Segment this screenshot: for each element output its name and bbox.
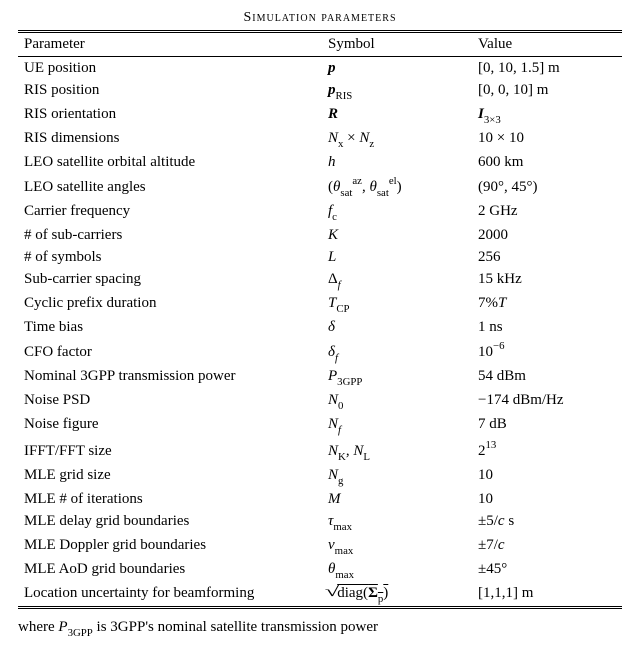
cell-value: ±7/c [472, 534, 622, 558]
header-value: Value [472, 32, 622, 57]
cell-symbol: Δf [322, 268, 472, 292]
cell-symbol: τmax [322, 510, 472, 534]
cell-parameter: RIS position [18, 79, 322, 103]
cell-value: 10 × 10 [472, 127, 622, 151]
cell-value: 600 km [472, 151, 622, 173]
table-row: LEO satellite orbital altitudeh600 km [18, 151, 622, 173]
cell-value: I3×3 [472, 103, 622, 127]
cell-symbol: L [322, 246, 472, 268]
table-row: Cyclic prefix durationTCP7%T [18, 292, 622, 316]
cell-symbol: K [322, 224, 472, 246]
cell-value: 10 [472, 488, 622, 510]
cell-parameter: Nominal 3GPP transmission power [18, 365, 322, 389]
cell-value: 1 ns [472, 316, 622, 338]
table-row: # of sub-carriersK2000 [18, 224, 622, 246]
table-row: MLE Doppler grid boundariesνmax±7/c [18, 534, 622, 558]
table-body: UE positionp[0, 10, 1.5] mRIS positionpR… [18, 57, 622, 608]
cell-value: [0, 10, 1.5] m [472, 57, 622, 80]
cell-symbol: p [322, 57, 472, 80]
cell-value: ±5/c s [472, 510, 622, 534]
table-row: MLE # of iterationsM10 [18, 488, 622, 510]
table-row: # of symbolsL256 [18, 246, 622, 268]
cell-symbol: TCP [322, 292, 472, 316]
cell-parameter: # of symbols [18, 246, 322, 268]
cell-symbol: Ng [322, 464, 472, 488]
simulation-parameters-table: Parameter Symbol Value UE positionp[0, 1… [18, 30, 622, 609]
cell-parameter: Carrier frequency [18, 200, 322, 224]
cell-value: 54 dBm [472, 365, 622, 389]
cell-symbol: √diag(Σp) [322, 582, 472, 608]
cell-symbol: δ [322, 316, 472, 338]
cell-parameter: RIS orientation [18, 103, 322, 127]
cell-value: 10−6 [472, 338, 622, 365]
table-row: Sub-carrier spacingΔf15 kHz [18, 268, 622, 292]
cell-symbol: N0 [322, 389, 472, 413]
cell-value: 2 GHz [472, 200, 622, 224]
header-parameter: Parameter [18, 32, 322, 57]
table-row: Noise figureNf7 dB [18, 413, 622, 437]
cell-value: [0, 0, 10] m [472, 79, 622, 103]
table-header-row: Parameter Symbol Value [18, 32, 622, 57]
cell-symbol: h [322, 151, 472, 173]
cell-value: −174 dBm/Hz [472, 389, 622, 413]
cell-parameter: Sub-carrier spacing [18, 268, 322, 292]
table-row: RIS dimensionsNx × Nz10 × 10 [18, 127, 622, 151]
cell-parameter: Time bias [18, 316, 322, 338]
table-row: Location uncertainty for beamforming√dia… [18, 582, 622, 608]
cell-symbol: θmax [322, 558, 472, 582]
cell-symbol: (θsataz, θsatel) [322, 173, 472, 200]
cell-value: ±45° [472, 558, 622, 582]
table-row: MLE delay grid boundariesτmax±5/c s [18, 510, 622, 534]
cell-parameter: MLE grid size [18, 464, 322, 488]
cell-symbol: δf [322, 338, 472, 365]
table-row: RIS positionpRIS[0, 0, 10] m [18, 79, 622, 103]
table-row: Noise PSDN0−174 dBm/Hz [18, 389, 622, 413]
cell-parameter: CFO factor [18, 338, 322, 365]
cell-parameter: Location uncertainty for beamforming [18, 582, 322, 608]
cell-symbol: M [322, 488, 472, 510]
table-row: RIS orientationRI3×3 [18, 103, 622, 127]
table-caption: Simulation parameters [18, 10, 622, 26]
table-row: CFO factorδf10−6 [18, 338, 622, 365]
cell-parameter: LEO satellite angles [18, 173, 322, 200]
cell-parameter: MLE Doppler grid boundaries [18, 534, 322, 558]
table-row: LEO satellite angles(θsataz, θsatel)(90°… [18, 173, 622, 200]
cell-value: 7 dB [472, 413, 622, 437]
cell-parameter: UE position [18, 57, 322, 80]
cell-value: 10 [472, 464, 622, 488]
cell-value: 7%T [472, 292, 622, 316]
header-symbol: Symbol [322, 32, 472, 57]
cell-value: 15 kHz [472, 268, 622, 292]
cell-value: (90°, 45°) [472, 173, 622, 200]
cell-parameter: MLE AoD grid boundaries [18, 558, 322, 582]
cell-symbol: P3GPP [322, 365, 472, 389]
cell-parameter: Noise PSD [18, 389, 322, 413]
cell-parameter: # of sub-carriers [18, 224, 322, 246]
table-row: Time biasδ1 ns [18, 316, 622, 338]
cell-parameter: MLE # of iterations [18, 488, 322, 510]
table-row: MLE AoD grid boundariesθmax±45° [18, 558, 622, 582]
cell-parameter: LEO satellite orbital altitude [18, 151, 322, 173]
cell-symbol: νmax [322, 534, 472, 558]
cell-value: 213 [472, 437, 622, 464]
cell-value: [1,1,1] m [472, 582, 622, 608]
cell-symbol: NK, NL [322, 437, 472, 464]
table-row: Carrier frequencyfc2 GHz [18, 200, 622, 224]
table-row: Nominal 3GPP transmission powerP3GPP54 d… [18, 365, 622, 389]
cell-symbol: R [322, 103, 472, 127]
cell-symbol: Nf [322, 413, 472, 437]
cell-parameter: Cyclic prefix duration [18, 292, 322, 316]
cell-parameter: RIS dimensions [18, 127, 322, 151]
cell-symbol: fc [322, 200, 472, 224]
cell-symbol: pRIS [322, 79, 472, 103]
cell-symbol: Nx × Nz [322, 127, 472, 151]
table-row: UE positionp[0, 10, 1.5] m [18, 57, 622, 80]
cell-value: 2000 [472, 224, 622, 246]
cell-parameter: IFFT/FFT size [18, 437, 322, 464]
cell-value: 256 [472, 246, 622, 268]
table-row: IFFT/FFT sizeNK, NL213 [18, 437, 622, 464]
cell-parameter: Noise figure [18, 413, 322, 437]
cell-parameter: MLE delay grid boundaries [18, 510, 322, 534]
table-row: MLE grid sizeNg10 [18, 464, 622, 488]
